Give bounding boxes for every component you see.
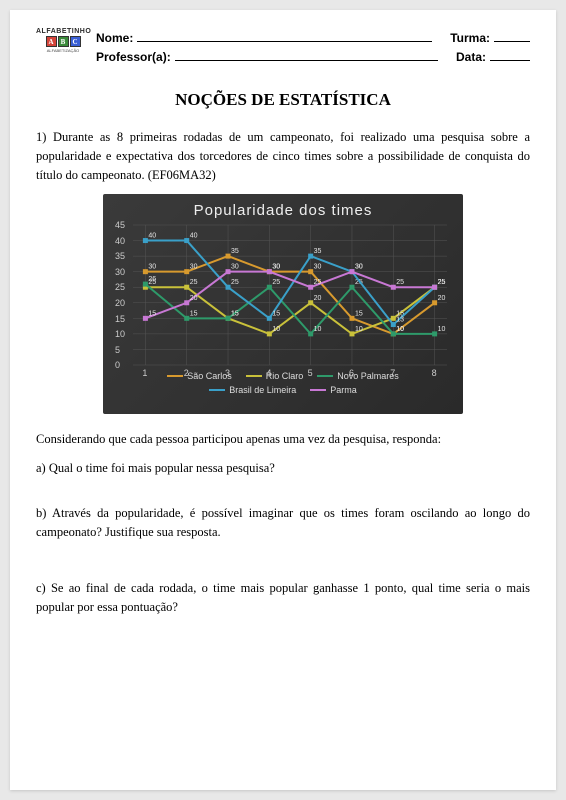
x-tick-label: 3: [225, 368, 230, 378]
question-c: c) Se ao final de cada rodada, o time ma…: [36, 579, 530, 617]
x-tick-label: 2: [184, 368, 189, 378]
legend-label: Parma: [330, 385, 357, 395]
svg-text:10: 10: [438, 326, 446, 333]
svg-text:30: 30: [148, 264, 156, 271]
intro-text: 1) Durante as 8 primeiras rodadas de um …: [36, 128, 530, 184]
y-tick-label: 30: [115, 267, 125, 277]
svg-text:35: 35: [231, 248, 239, 255]
legend-swatch: [209, 389, 225, 391]
legend-item: Brasil de Limeira: [209, 385, 296, 395]
question-a: a) Qual o time foi mais popular nessa pe…: [36, 459, 530, 478]
svg-text:30: 30: [272, 264, 280, 271]
chart-legend: São Carlos Rio Claro Novo Palmares Brasil d…: [115, 371, 451, 395]
y-tick-label: 20: [115, 298, 125, 308]
svg-text:15: 15: [355, 311, 363, 318]
svg-text:25: 25: [314, 279, 322, 286]
popularity-chart: Popularidade dos times 30303530301510202…: [103, 194, 463, 414]
svg-text:15: 15: [231, 311, 239, 318]
x-tick-label: 5: [308, 368, 313, 378]
turma-label: Turma:: [450, 31, 490, 45]
x-tick-label: 8: [432, 368, 437, 378]
data-label: Data:: [456, 50, 486, 64]
svg-text:20: 20: [314, 295, 322, 302]
logo-subtext: ALFABETIZAÇÃO: [36, 48, 90, 53]
svg-text:10: 10: [314, 326, 322, 333]
y-tick-label: 5: [115, 345, 120, 355]
svg-text:20: 20: [438, 295, 446, 302]
svg-text:20: 20: [190, 295, 198, 302]
svg-text:40: 40: [148, 233, 156, 240]
chart-title: Popularidade dos times: [115, 202, 451, 219]
turma-blank[interactable]: [494, 29, 530, 42]
y-tick-label: 15: [115, 314, 125, 324]
legend-item: Parma: [310, 385, 357, 395]
legend-swatch: [310, 389, 326, 391]
professor-blank[interactable]: [175, 48, 438, 61]
logo-block-c: C: [70, 36, 81, 47]
svg-text:15: 15: [272, 311, 280, 318]
svg-text:26: 26: [148, 276, 156, 283]
svg-text:25: 25: [231, 279, 239, 286]
svg-text:25: 25: [396, 279, 404, 286]
legend-item: Novo Palmares: [317, 371, 399, 381]
svg-text:35: 35: [314, 248, 322, 255]
legend-label: Brasil de Limeira: [229, 385, 296, 395]
svg-text:10: 10: [355, 326, 363, 333]
svg-text:30: 30: [314, 264, 322, 271]
y-tick-label: 0: [115, 360, 120, 370]
x-tick-label: 4: [266, 368, 271, 378]
svg-text:30: 30: [190, 264, 198, 271]
question-b: b) Através da popularidade, é possível i…: [36, 504, 530, 542]
y-tick-label: 10: [115, 329, 125, 339]
y-tick-label: 45: [115, 220, 125, 230]
header-fields: Nome: Turma: Professor(a): Data:: [96, 29, 530, 67]
legend-item: Rio Claro: [246, 371, 304, 381]
legend-swatch: [246, 375, 262, 377]
logo-block-a: A: [46, 36, 57, 47]
worksheet-page: ALFABETINHO A B C ALFABETIZAÇÃO Nome: Tu…: [10, 10, 556, 790]
svg-text:15: 15: [148, 311, 156, 318]
svg-text:15: 15: [190, 311, 198, 318]
nome-label: Nome:: [96, 31, 133, 45]
logo-text: ALFABETINHO: [36, 28, 90, 35]
y-tick-label: 35: [115, 251, 125, 261]
legend-label: Rio Claro: [266, 371, 304, 381]
nome-blank[interactable]: [137, 29, 432, 42]
logo: ALFABETINHO A B C ALFABETIZAÇÃO: [36, 28, 90, 68]
legend-swatch: [167, 375, 183, 377]
svg-text:10: 10: [272, 326, 280, 333]
svg-text:30: 30: [355, 264, 363, 271]
svg-text:13: 13: [396, 317, 404, 324]
svg-text:25: 25: [438, 279, 446, 286]
svg-text:25: 25: [272, 279, 280, 286]
svg-text:25: 25: [190, 279, 198, 286]
x-tick-label: 7: [390, 368, 395, 378]
y-tick-label: 40: [115, 236, 125, 246]
legend-item: São Carlos: [167, 371, 232, 381]
page-title: NOÇÕES DE ESTATÍSTICA: [36, 90, 530, 110]
legend-swatch: [317, 375, 333, 377]
after-chart-text: Considerando que cada pessoa participou …: [36, 430, 530, 449]
svg-text:40: 40: [190, 233, 198, 240]
chart-container: Popularidade dos times 30303530301510202…: [36, 194, 530, 414]
professor-label: Professor(a):: [96, 50, 171, 64]
svg-text:10: 10: [396, 326, 404, 333]
data-blank[interactable]: [490, 48, 530, 61]
y-tick-label: 25: [115, 282, 125, 292]
x-tick-label: 6: [349, 368, 354, 378]
header: ALFABETINHO A B C ALFABETIZAÇÃO Nome: Tu…: [36, 28, 530, 68]
x-tick-label: 1: [142, 368, 147, 378]
logo-block-b: B: [58, 36, 69, 47]
svg-text:30: 30: [231, 264, 239, 271]
chart-plot-area: 30 30 35 30 30 15 10 20 25 25 15 10 20 10 15 25 26 15 15 25…: [133, 225, 447, 365]
